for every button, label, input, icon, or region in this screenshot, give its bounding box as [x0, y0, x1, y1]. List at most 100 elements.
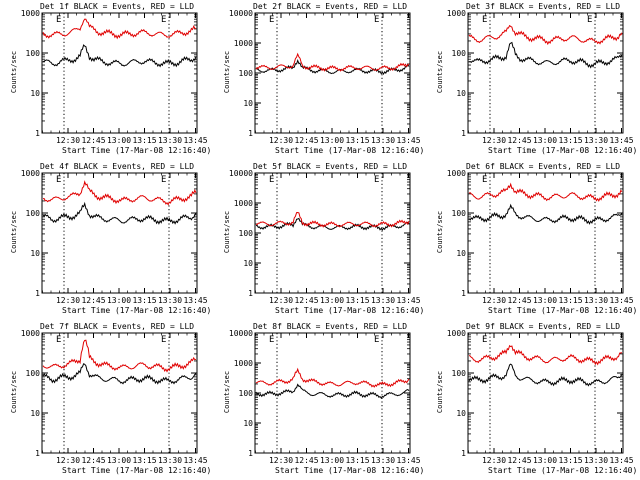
panel-title: Det 9f BLACK = Events, RED = LLD: [466, 322, 621, 331]
detector-panel-8: 1 10 100 1000 10000 12:30 12:45 13:00 13:15 13:30…: [213, 320, 426, 480]
y-tick-label: 1: [248, 289, 253, 298]
x-tick-label: 13:00: [320, 296, 344, 305]
x-tick-label: 13:15: [558, 456, 582, 465]
y-axis-label: Counts/sec: [223, 50, 231, 94]
series-line-red: [468, 344, 623, 366]
event-marker-label: E: [587, 175, 592, 185]
y-axis-label: Counts/sec: [436, 370, 444, 414]
chart-svg-7: 1 10 100 1000 12:30 12:45 13:00 13:15 13:30 13:45…: [21, 329, 208, 465]
y-tick-label: 1: [461, 449, 466, 458]
y-tick-label: 1: [461, 289, 466, 298]
panel-title: Det 3f BLACK = Events, RED = LLD: [466, 2, 621, 11]
y-tick-label: 10: [30, 249, 40, 258]
y-axis-label: Counts/sec: [10, 210, 18, 254]
panel-title: Det 8f BLACK = Events, RED = LLD: [253, 322, 408, 331]
detector-panel-2: 1 10 100 1000 10000 12:30 12:45 13:00 13:15 13:30…: [213, 0, 426, 160]
detector-panel-4: 1 10 100 1000 12:30 12:45 13:00 13:15 13:30 13:45…: [0, 160, 213, 320]
event-marker-label: E: [587, 15, 592, 25]
series-line-black: [468, 41, 623, 69]
x-axis-label: Start Time (17-Mar-08 12:16:40): [275, 306, 425, 315]
x-tick-label: 13:45: [609, 296, 633, 305]
event-marker-label: E: [374, 15, 379, 25]
y-tick-label: 1: [35, 449, 40, 458]
chart-svg-4: 1 10 100 1000 12:30 12:45 13:00 13:15 13:30 13:45…: [21, 169, 208, 305]
y-tick-label: 1000: [234, 359, 253, 368]
chart-svg-6: 1 10 100 1000 12:30 12:45 13:00 13:15 13:30 13:45…: [447, 169, 634, 305]
chart-svg-2: 1 10 100 1000 10000 12:30 12:45 13:00 13:15 13:30…: [229, 9, 421, 145]
x-axis-label: Start Time (17-Mar-08 12:16:40): [275, 146, 425, 155]
x-tick-label: 13:30: [584, 296, 608, 305]
event-marker-label: E: [56, 335, 61, 345]
chart-svg-3: 1 10 100 1000 12:30 12:45 13:00 13:15 13:30 13:45…: [447, 9, 634, 145]
x-tick-label: 13:30: [371, 456, 395, 465]
x-tick-label: 13:30: [371, 136, 395, 145]
y-tick-label: 100: [26, 209, 41, 218]
x-tick-label: 13:45: [609, 136, 633, 145]
plot-frame: [467, 12, 624, 134]
series-line-red: [43, 180, 197, 206]
plot-frame: [41, 332, 198, 454]
y-tick-label: 10: [456, 249, 466, 258]
y-tick-label: 10: [30, 409, 40, 418]
series-line-black: [255, 59, 410, 75]
x-tick-label: 12:45: [294, 296, 318, 305]
x-tick-label: 12:45: [507, 296, 531, 305]
event-marker-label: E: [161, 175, 166, 185]
x-tick-label: 13:30: [158, 456, 182, 465]
x-axis-label: Start Time (17-Mar-08 12:16:40): [62, 146, 212, 155]
x-tick-label: 13:45: [396, 136, 420, 145]
x-tick-label: 13:15: [345, 456, 369, 465]
series-line-black: [255, 217, 410, 232]
x-tick-label: 12:30: [269, 296, 293, 305]
panel-title: Det 2f BLACK = Events, RED = LLD: [253, 2, 408, 11]
x-tick-label: 12:30: [56, 456, 80, 465]
event-marker-label: E: [482, 175, 487, 185]
x-tick-label: 13:30: [584, 456, 608, 465]
series-line-red: [255, 211, 410, 228]
x-tick-label: 12:45: [81, 456, 105, 465]
detector-panel-9: 1 10 100 1000 12:30 12:45 13:00 13:15 13:30 13:45…: [426, 320, 639, 480]
x-tick-label: 12:45: [81, 136, 105, 145]
x-tick-label: 13:15: [558, 296, 582, 305]
x-axis-label: Start Time (17-Mar-08 12:16:40): [488, 306, 638, 315]
x-tick-label: 12:45: [81, 296, 105, 305]
series-line-red: [42, 339, 197, 373]
y-tick-label: 10000: [229, 169, 253, 178]
y-axis-label: Counts/sec: [10, 50, 18, 94]
x-tick-label: 12:45: [507, 136, 531, 145]
x-axis-label: Start Time (17-Mar-08 12:16:40): [62, 466, 212, 475]
panel-title: Det 5f BLACK = Events, RED = LLD: [253, 162, 408, 171]
event-marker-label: E: [482, 15, 487, 25]
event-marker-label: E: [587, 335, 592, 345]
y-tick-label: 10: [456, 89, 466, 98]
event-marker-label: E: [374, 335, 379, 345]
event-marker-label: E: [482, 335, 487, 345]
series-line-black: [42, 363, 197, 385]
event-marker-label: E: [56, 175, 61, 185]
x-tick-label: 13:30: [584, 136, 608, 145]
x-tick-label: 13:00: [533, 296, 557, 305]
x-tick-label: 13:00: [320, 456, 344, 465]
event-marker-label: E: [161, 335, 166, 345]
y-tick-label: 10: [243, 419, 253, 428]
y-tick-label: 1: [461, 129, 466, 138]
chart-svg-8: 1 10 100 1000 10000 12:30 12:45 13:00 13:15 13:30…: [229, 329, 421, 465]
x-tick-label: 13:15: [132, 296, 156, 305]
y-tick-label: 100: [239, 229, 254, 238]
panel-title: Det 6f BLACK = Events, RED = LLD: [466, 162, 621, 171]
y-tick-label: 1000: [21, 329, 40, 338]
x-tick-label: 13:15: [345, 296, 369, 305]
x-tick-label: 13:00: [533, 136, 557, 145]
series-line-red: [255, 52, 410, 72]
chart-svg-1: 1 10 100 1000 12:30 12:45 13:00 13:15 13:30 13:45…: [21, 9, 208, 145]
x-axis-label: Start Time (17-Mar-08 12:16:40): [488, 466, 638, 475]
y-tick-label: 10: [243, 259, 253, 268]
detector-panel-7: 1 10 100 1000 12:30 12:45 13:00 13:15 13:30 13:45…: [0, 320, 213, 480]
series-line-red: [42, 18, 197, 40]
y-tick-label: 1000: [447, 329, 466, 338]
plot-frame: [41, 12, 198, 134]
series-line-black: [42, 201, 197, 225]
y-tick-label: 10: [243, 99, 253, 108]
x-axis-label: Start Time (17-Mar-08 12:16:40): [488, 146, 638, 155]
